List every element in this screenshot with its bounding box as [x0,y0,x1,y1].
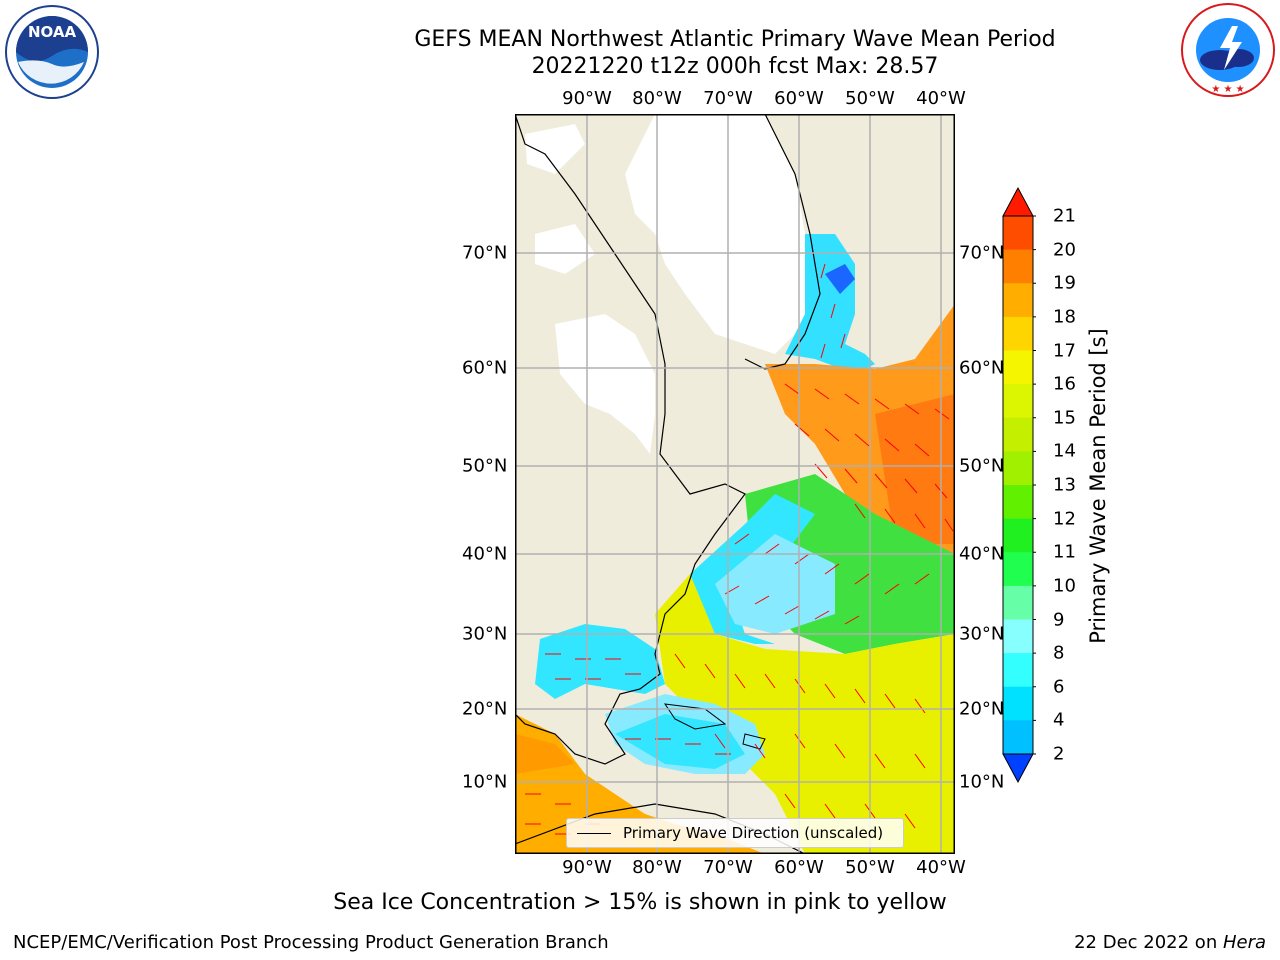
lat-label-left: 50°N [462,455,508,477]
colorbar-segment [1003,249,1033,284]
colorbar-segment [1003,485,1033,520]
chart-title: GEFS MEAN Northwest Atlantic Primary Wav… [414,27,1056,52]
footer-right: 22 Dec 2022 on Hera [1074,932,1266,953]
colorbar-tick-label: 9 [1053,609,1065,630]
colorbar-extend-bottom [1002,753,1034,784]
colorbar-segment [1003,585,1033,620]
colorbar-segment [1003,451,1033,486]
lat-label-left: 20°N [462,698,508,720]
chart-subtitle: 20221220 t12z 000h fcst Max: 28.57 [531,54,939,79]
lat-label-right: 70°N [959,242,1005,264]
lat-label-left: 30°N [462,623,508,645]
lon-label-bottom: 40°W [916,857,966,878]
lon-label-bottom: 70°W [703,857,753,878]
colorbar-segment [1003,216,1033,251]
lat-label-right: 20°N [959,698,1005,720]
lon-label-top: 70°W [703,88,753,109]
colorbar-tick-label: 4 [1053,709,1065,731]
lon-label-bottom: 90°W [562,857,612,878]
colorbar-tick-label: 10 [1053,575,1076,597]
colorbar-tick-label: 14 [1053,440,1076,462]
colorbar-segment [1003,686,1033,721]
colorbar-segment [1003,619,1033,654]
colorbar-tick-label: 11 [1053,541,1076,563]
graticule [515,114,955,854]
legend-line-swatch [577,832,611,834]
lat-label-left: 70°N [462,242,508,264]
legend-label: Primary Wave Direction (unscaled) [623,824,884,842]
colorbar-extend-top [1002,186,1034,217]
lat-label-left: 40°N [462,543,508,565]
wave-period-map [515,114,955,854]
colorbar-tick-label: 16 [1053,373,1076,395]
lat-label-left: 10°N [462,771,508,793]
lon-label-bottom: 80°W [632,857,682,878]
colorbar-tick-label: 18 [1053,306,1076,328]
colorbar-segment [1003,283,1033,318]
colorbar-tick-label: 12 [1053,508,1076,530]
lon-label-top: 40°W [916,88,966,109]
lat-label-right: 50°N [959,455,1005,477]
lon-label-bottom: 60°W [774,857,824,878]
sea-ice-caption: Sea Ice Concentration > 15% is shown in … [333,890,947,915]
lon-label-bottom: 50°W [845,857,895,878]
lon-label-top: 60°W [774,88,824,109]
hudson-bay [555,314,655,454]
colorbar-label: Primary Wave Mean Period [s] [1086,328,1110,644]
lat-label-right: 40°N [959,543,1005,565]
footer-date: 22 Dec 2022 on [1074,932,1223,953]
footer-left: NCEP/EMC/Verification Post Processing Pr… [13,932,609,953]
coastline-islands [663,703,766,750]
noaa-logo-text: NOAA [28,23,77,41]
lon-label-top: 50°W [845,88,895,109]
wave-direction-arrows [525,263,954,835]
colorbar-segment [1003,653,1033,688]
colorbar [1002,186,1036,784]
svg-text:★ ★ ★: ★ ★ ★ [1211,84,1244,95]
coastline-north-america [515,114,746,765]
colorbar-segment [1003,417,1033,452]
baffin-bay [785,234,875,374]
colorbar-segment [1003,384,1033,419]
colorbar-tick-label: 17 [1053,340,1076,361]
colorbar-tick-label: 8 [1053,642,1065,664]
footer-host: Hera [1222,932,1266,953]
subtropical-yellow [655,574,955,854]
colorbar-tick-label: 21 [1053,205,1076,227]
lat-label-left: 60°N [462,357,508,379]
colorbar-tick-label: 20 [1053,239,1076,261]
map-legend: Primary Wave Direction (unscaled) [566,818,904,848]
nws-logo: ★ ★ ★ [1181,3,1275,97]
colorbar-segment [1003,316,1033,351]
colorbar-segment [1003,720,1033,755]
sea-ice-white [625,114,815,354]
gulf-of-mexico [535,624,665,699]
noaa-logo: NOAA [5,5,99,99]
colorbar-tick-label: 19 [1053,272,1076,294]
lon-label-top: 90°W [562,88,612,109]
lat-label-right: 30°N [959,623,1005,645]
colorbar-tick-label: 15 [1053,407,1076,429]
colorbar-tick-label: 6 [1053,676,1065,698]
lat-label-right: 60°N [959,357,1005,379]
colorbar-segment [1003,518,1033,553]
lon-label-top: 80°W [632,88,682,109]
colorbar-tick-label: 2 [1053,743,1065,765]
colorbar-segment [1003,552,1033,587]
colorbar-segment [1003,350,1033,385]
colorbar-tick-label: 13 [1053,474,1076,496]
lat-label-right: 10°N [959,771,1005,793]
